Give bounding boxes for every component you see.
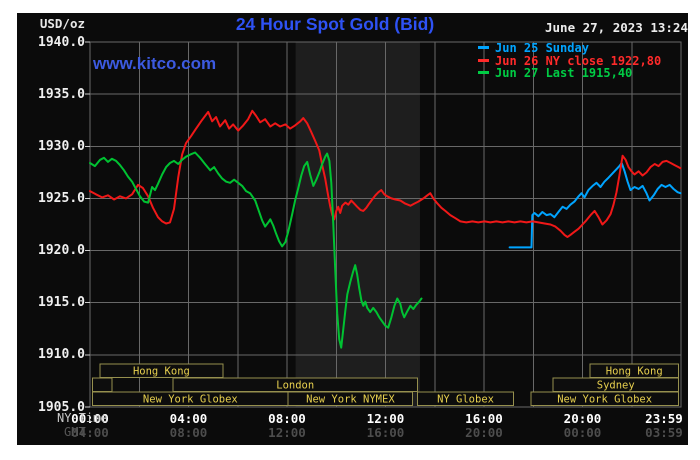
series-line-2-jun-27 [89,151,423,349]
y-tick-label: 1930.0 [38,138,85,154]
session-label: New York NYMEX [306,394,395,406]
session-box [287,391,414,406]
x-tick-label-gmt: 12:00 [268,425,306,440]
plot-border [89,41,682,408]
y-tick-label: 1915.0 [38,295,85,311]
session-label: NY Globex [437,394,494,406]
session-label: New York Globex [557,394,652,406]
kitco-watermark: www.kitco.com [93,54,217,73]
ny-time-axis-label: NY Time [57,411,108,425]
legend-dash-icon [478,46,489,49]
x-tick-label-gmt: 00:00 [563,425,602,440]
gmt-axis-label: GMT [64,425,86,439]
x-tick-label-ny: 20:00 [563,411,602,426]
session-highlight-band [295,42,420,407]
x-tick-label-ny: 00:00 [71,411,109,426]
session-box [530,391,680,406]
units-label: USD/oz [39,16,85,31]
x-tick-label-gmt: 03:59 [645,425,683,440]
x-tick-label-gmt: 04:00 [71,425,109,440]
y-tick-label: 1940.0 [38,34,85,50]
y-tick-label: 1925.0 [38,190,85,206]
series-line-0-jun-25 [508,162,682,249]
session-box [99,363,224,378]
legend-dash-icon [478,58,489,62]
session-box [417,391,515,406]
x-tick-label-ny: 16:00 [465,411,503,426]
legend-item: Jun 26 NY close 1922,80 [478,53,662,68]
y-tick-label: 1935.0 [38,86,85,102]
chart-datetime: June 27, 2023 13:24 [545,20,688,35]
y-tick-label: 1910.0 [38,347,85,363]
x-tick-label-gmt: 08:00 [169,425,208,440]
x-tick-label-gmt: 16:00 [366,425,405,440]
x-tick-label-ny: 08:00 [268,411,306,426]
x-tick-label-gmt: 20:00 [465,425,503,440]
chart-legend: Jun 25 Sunday Jun 26 NY close 1922,80 Jun … [478,42,661,80]
y-tick-label: 1920.0 [38,243,85,259]
legend-item: Jun 27 Last 1915,40 [478,67,661,80]
x-tick-label-ny: 12:00 [366,411,405,426]
legend-dash-icon [478,71,489,74]
series-line-1-jun-26 [89,109,682,238]
session-box [91,377,113,392]
session-label: Hong Kong [133,366,190,378]
y-tick-label: 1905.0 [38,399,85,415]
x-tick-label-ny: 23:59 [645,411,683,426]
legend-label: Jun 27 Last 1915,40 [495,66,633,80]
x-tick-label-ny: 04:00 [169,411,208,426]
session-label: London [276,380,314,392]
legend-label: Jun 25 Sunday [495,41,589,55]
session-label: Hong Kong [606,366,663,378]
session-label: Sydney [597,380,635,392]
page-title: 24 Hour Spot Gold (Bid) [235,14,435,34]
legend-item: Jun 25 Sunday [478,42,661,55]
legend-label: Jun 26 NY close 1922,80 [495,53,662,68]
session-label: New York Globex [143,394,238,406]
